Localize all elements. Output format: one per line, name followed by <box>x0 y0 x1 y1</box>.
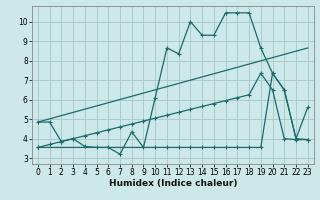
X-axis label: Humidex (Indice chaleur): Humidex (Indice chaleur) <box>108 179 237 188</box>
